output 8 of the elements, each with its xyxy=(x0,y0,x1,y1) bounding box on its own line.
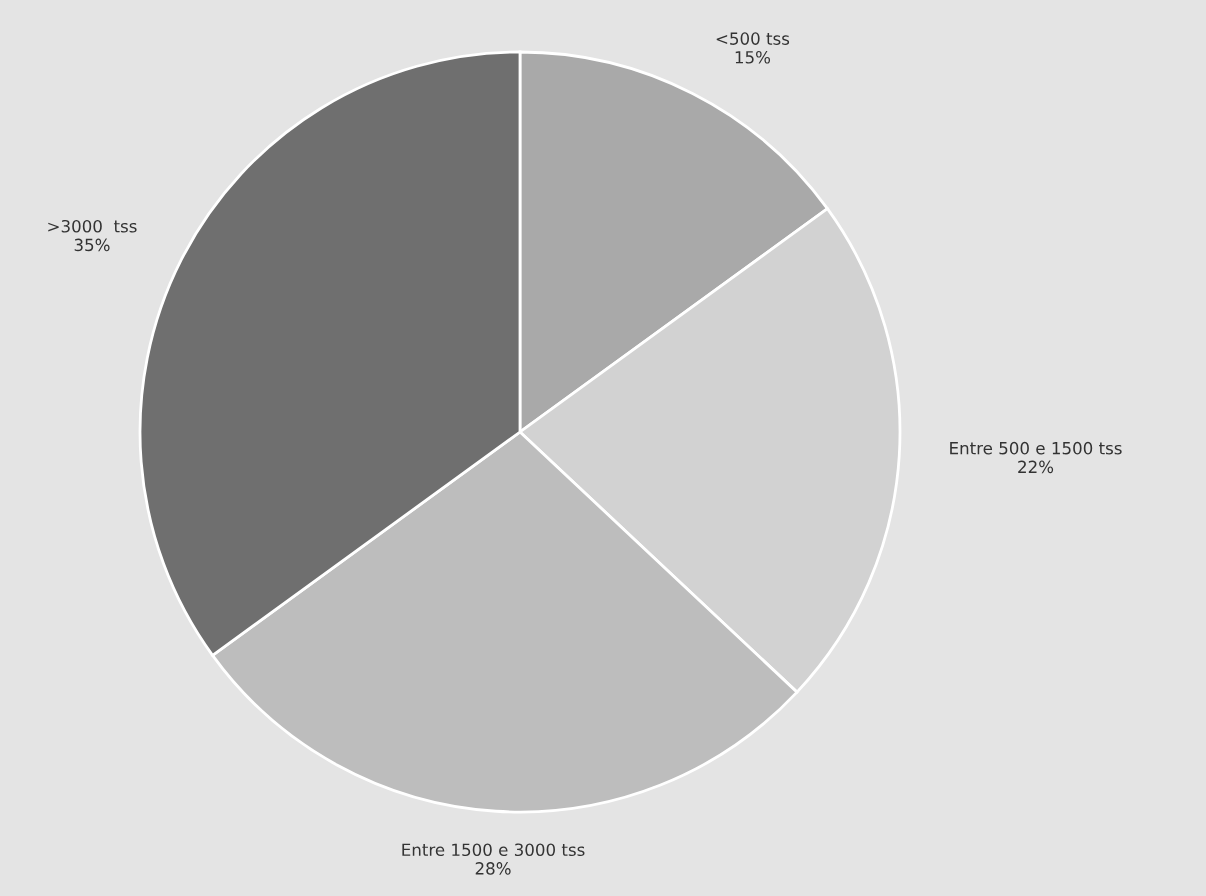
data-label: 35% xyxy=(74,238,110,252)
data-label: 22% xyxy=(1018,460,1054,474)
slice-label: Entre 500 e 1500 tss xyxy=(950,441,1122,455)
slice-label: >3000 tss xyxy=(48,219,137,233)
slice-label: <500 tss xyxy=(716,32,790,45)
data-label: 28% xyxy=(475,862,511,875)
slice-label: Entre 1500 e 3000 tss xyxy=(402,843,585,857)
data-label: 15% xyxy=(735,50,771,64)
